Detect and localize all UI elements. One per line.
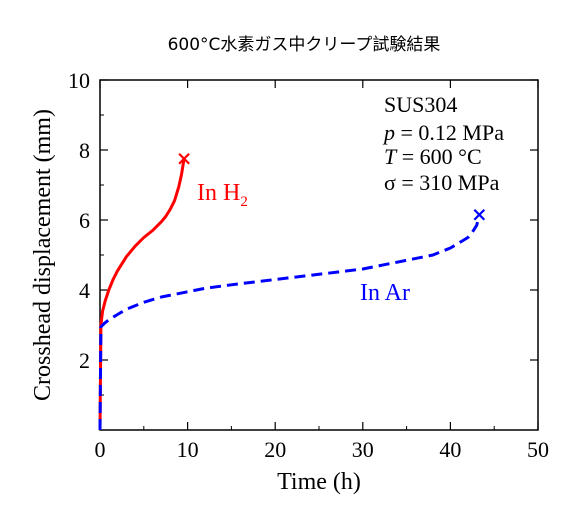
material-label: SUS304	[384, 92, 457, 117]
temperature-label: T = 600 °C	[384, 144, 482, 169]
y-tick-label: 6	[79, 208, 90, 233]
chart-title: 600°C水素ガス中クリープ試験結果	[168, 35, 441, 55]
pressure-label: p = 0.12 MPa	[382, 120, 504, 145]
axis-ticks: 0 10 20 30 40 50 2 4 6 8 10	[68, 68, 549, 462]
series-label-h2-subscript: 2	[240, 194, 248, 210]
x-tick-label: 40	[439, 437, 461, 462]
x-tick-label: 30	[352, 437, 374, 462]
y-tick-label: 10	[68, 68, 90, 93]
x-axis-title: Time (h)	[277, 469, 361, 495]
pressure-variable: p	[382, 120, 395, 145]
rupture-marker-1	[473, 208, 486, 221]
pressure-value: = 0.12 MPa	[395, 120, 504, 145]
y-tick-label: 2	[79, 348, 90, 373]
series-label-h2-main: In H	[197, 180, 240, 206]
series-label-ar: In Ar	[360, 280, 410, 306]
rupture-marker-0	[178, 152, 190, 165]
x-tick-label: 20	[264, 437, 286, 462]
temperature-variable: T	[384, 144, 398, 169]
conditions-annotation: SUS304 p = 0.12 MPa T = 600 °C σ = 310 M…	[382, 92, 504, 195]
temperature-value: = 600 °C	[396, 144, 481, 169]
y-tick-label: 4	[79, 278, 90, 303]
stress-label: σ = 310 MPa	[384, 170, 500, 195]
series-line-1	[98, 214, 481, 431]
series-layer	[98, 152, 486, 431]
x-tick-label: 50	[527, 437, 549, 462]
y-axis-title: Crosshead displacement (mm)	[30, 109, 56, 401]
series-line-0	[98, 158, 186, 431]
x-tick-label: 10	[177, 437, 199, 462]
x-tick-label: 0	[95, 437, 106, 462]
y-tick-label: 8	[79, 138, 90, 163]
series-label-h2: In H2	[197, 180, 248, 210]
